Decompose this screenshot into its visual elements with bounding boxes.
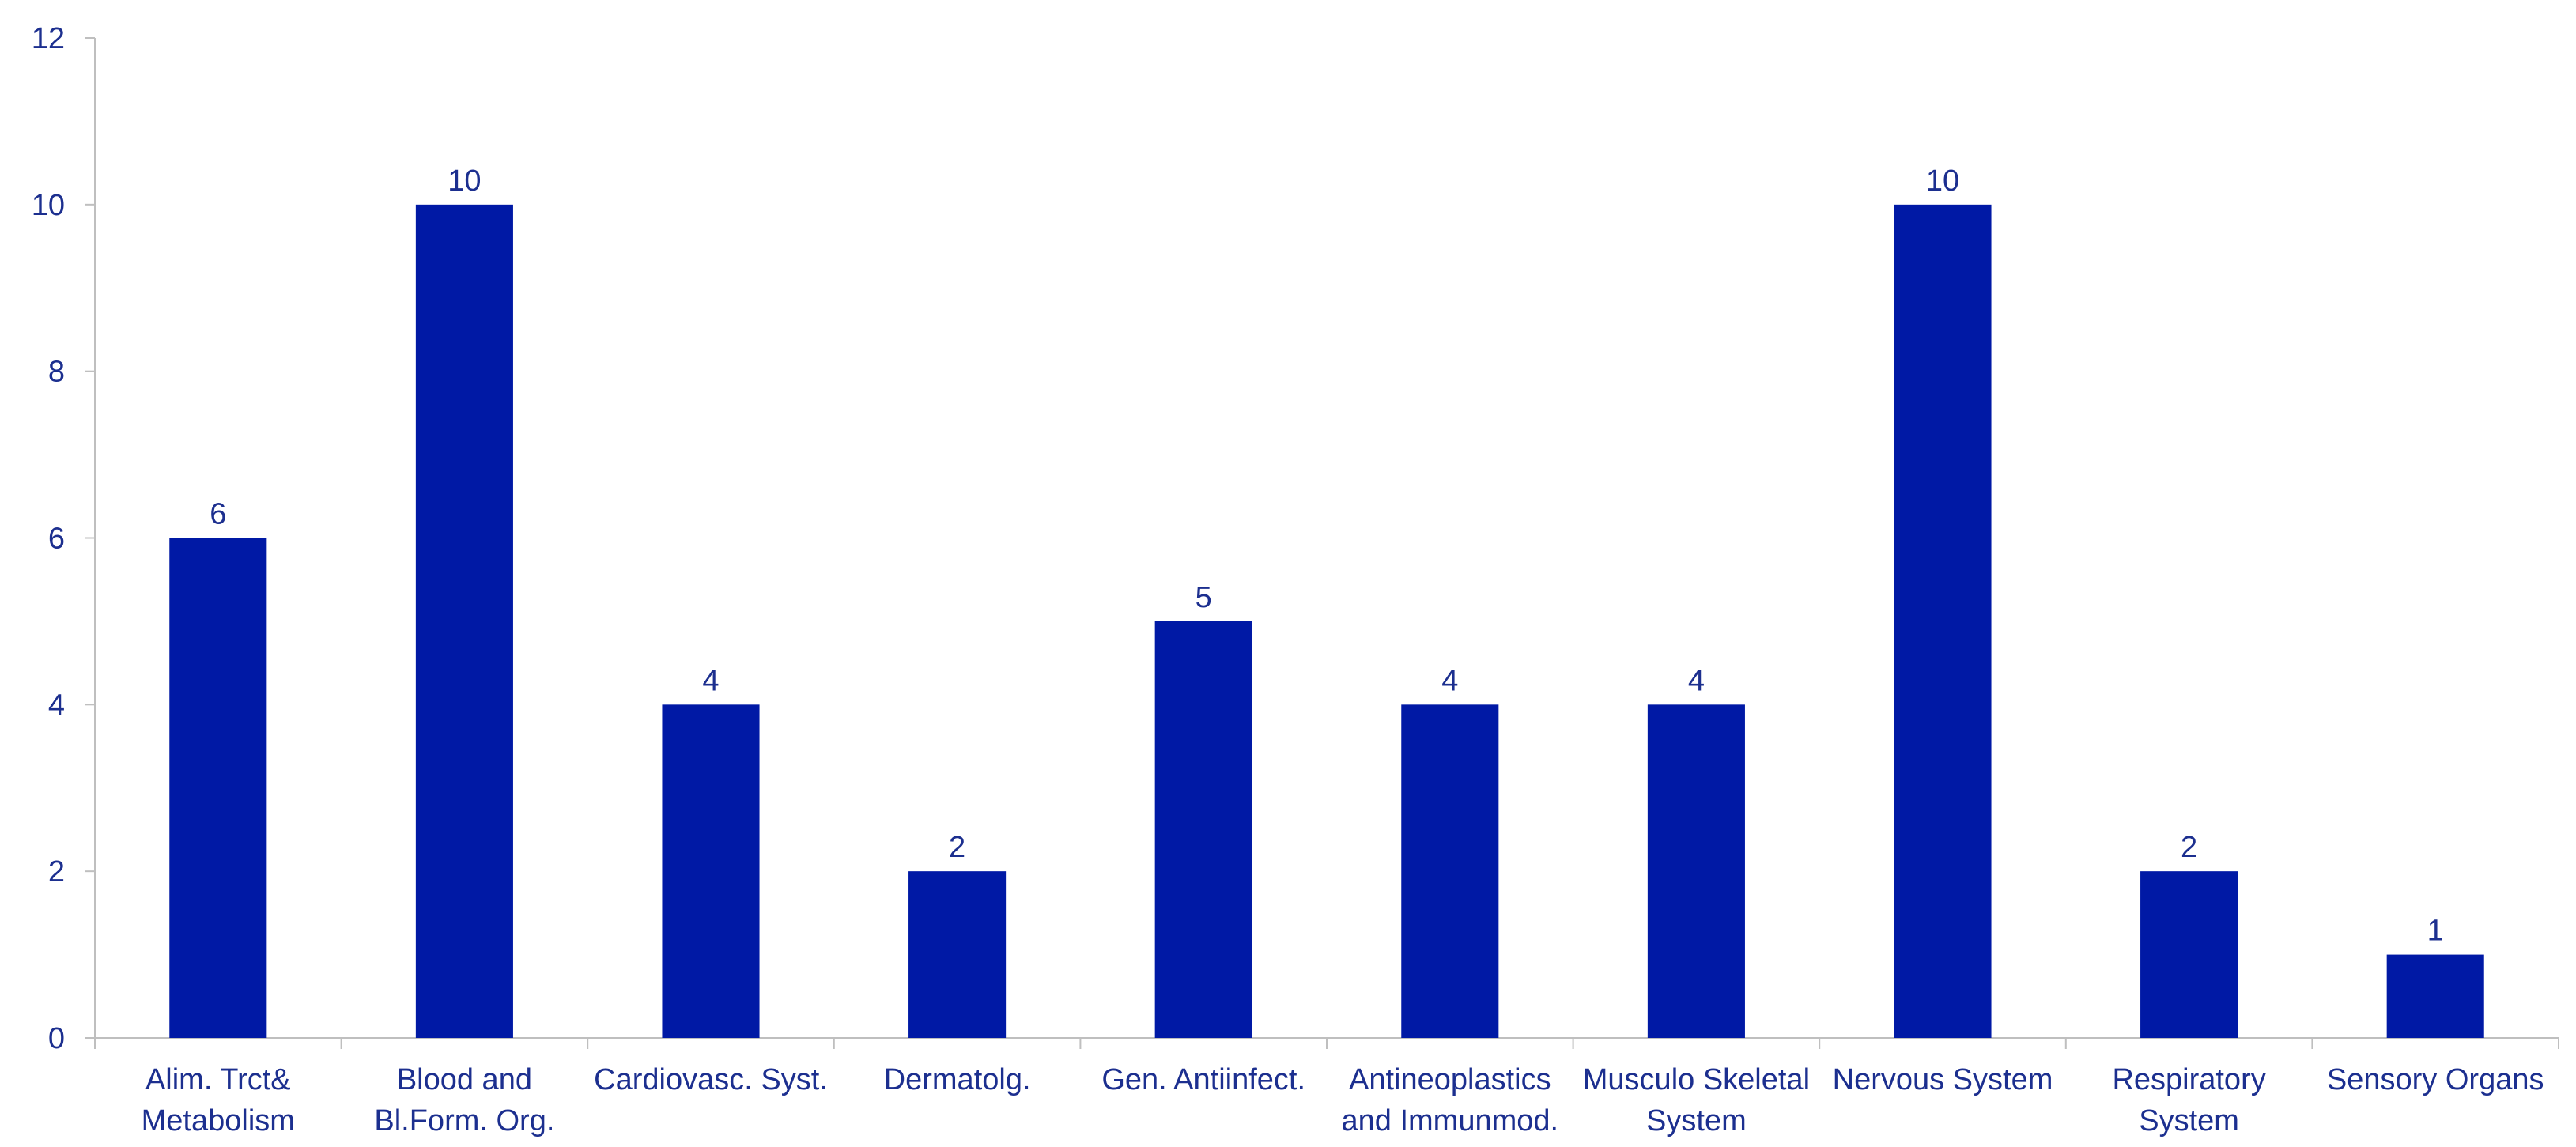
x-category-label-line: Musculo Skeletal	[1583, 1063, 1810, 1096]
y-tick-label: 8	[48, 356, 65, 389]
x-category-label-line: Alim. Trct&	[145, 1063, 291, 1096]
data-label: 2	[2181, 831, 2197, 864]
data-label: 6	[210, 498, 226, 531]
data-label: 4	[1688, 664, 1705, 697]
y-tick-label: 10	[32, 189, 65, 222]
x-category-label-line: Bl.Form. Org.	[374, 1104, 554, 1138]
x-category-label-line: and Immunmod.	[1342, 1104, 1559, 1138]
data-label: 10	[1926, 164, 1959, 198]
bar	[908, 871, 1007, 1038]
bar	[2140, 871, 2238, 1038]
x-category-label: Antineoplastics and Immunmod.	[1342, 1063, 1559, 1138]
y-tick-label: 0	[48, 1022, 65, 1055]
x-category-label: Respiratory System	[2112, 1063, 2265, 1138]
x-category-label-line: System	[2139, 1104, 2239, 1138]
x-category-label: Cardiovasc. Syst.	[594, 1063, 828, 1096]
x-category-label: Sensory Organs	[2327, 1063, 2544, 1096]
x-category-label: Blood and Bl.Form. Org.	[374, 1063, 554, 1138]
bar	[415, 204, 513, 1038]
bar	[1647, 704, 1745, 1038]
data-label: 1	[2427, 915, 2444, 948]
data-labels: 6 10 4 2 5 4 4 10 2 1	[210, 164, 2444, 948]
y-tick-label: 2	[48, 855, 65, 889]
x-category-label-line: Dermatolg.	[884, 1063, 1031, 1096]
y-axis: 0 2 4 6 8 10 12	[32, 22, 96, 1055]
bar	[662, 704, 760, 1038]
category-labels: Alim. Trct& Metabolism Blood and Bl.Form. O…	[142, 1063, 2544, 1138]
x-category-label-line: Nervous System	[1833, 1063, 2053, 1096]
x-category-label-line: Antineoplastics	[1349, 1063, 1551, 1096]
x-axis	[94, 1037, 2559, 1049]
x-category-label-line: Respiratory	[2112, 1063, 2265, 1096]
y-tick-label: 12	[32, 22, 65, 55]
bar	[169, 538, 267, 1038]
x-category-label-line: Blood and	[397, 1063, 532, 1096]
x-category-label: Musculo Skeletal System	[1583, 1063, 1810, 1138]
data-label: 10	[448, 164, 481, 198]
y-tick-label: 6	[48, 523, 65, 556]
x-category-label: Gen. Antiinfect.	[1101, 1063, 1305, 1096]
data-label: 5	[1195, 581, 1212, 614]
bar	[2386, 954, 2484, 1038]
data-label: 4	[1441, 664, 1458, 697]
x-category-label: Dermatolg.	[884, 1063, 1031, 1096]
x-category-label-line: Cardiovasc. Syst.	[594, 1063, 828, 1096]
x-category-label: Alim. Trct& Metabolism	[142, 1063, 295, 1138]
bar	[1894, 204, 1992, 1038]
data-label: 4	[702, 664, 719, 697]
x-category-label-line: Metabolism	[142, 1104, 295, 1138]
y-tick-label: 4	[48, 689, 65, 722]
x-category-label-line: System	[1646, 1104, 1747, 1138]
bar	[1154, 621, 1252, 1038]
data-label: 2	[949, 831, 965, 864]
x-category-label-line: Sensory Organs	[2327, 1063, 2544, 1096]
x-category-label: Nervous System	[1833, 1063, 2053, 1096]
x-category-label-line: Gen. Antiinfect.	[1101, 1063, 1305, 1096]
bar	[1401, 704, 1499, 1038]
bars	[169, 204, 2484, 1038]
